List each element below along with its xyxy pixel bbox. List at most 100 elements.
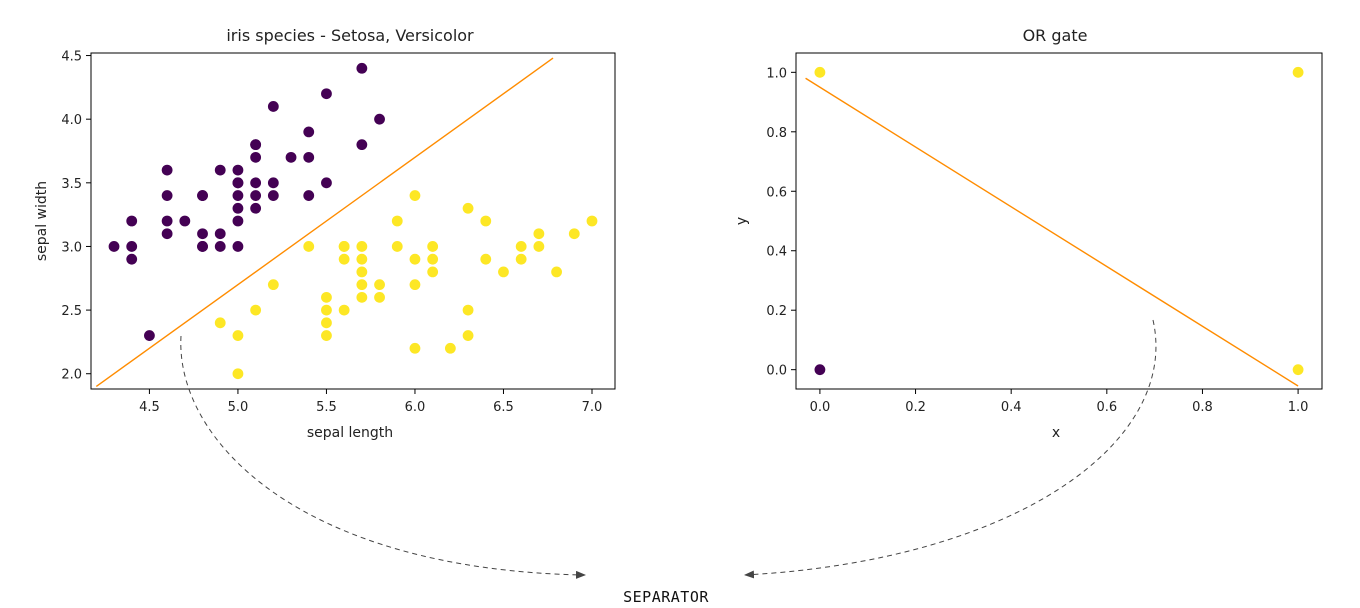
iris-separator-line (95, 57, 554, 388)
iris-point-s1-41 (356, 253, 368, 265)
iris-point-s0-18 (250, 151, 262, 163)
or-gate-y-tick-label-0: 0.0 (766, 364, 787, 379)
or-gate-x-tick-label-1: 0.2 (905, 400, 926, 415)
iris-point-s0-26 (267, 101, 279, 112)
iris-point-s0-41 (161, 215, 173, 227)
iris-point-s1-13 (427, 253, 439, 265)
iris-x-tick-label-5: 7.0 (582, 400, 603, 415)
iris-point-s1-37 (427, 241, 439, 252)
iris-y-tick-label-0: 2.0 (61, 368, 82, 383)
iris-point-s1-8 (515, 253, 527, 265)
iris-plot-frame (90, 52, 616, 390)
iris-point-s0-6 (161, 190, 173, 201)
or-gate-point-s1-1 (1292, 364, 1304, 376)
or-gate-chart-title: OR gate (1023, 26, 1088, 45)
iris-point-s1-6 (462, 202, 474, 214)
iris-y-tick-label-2: 3.0 (61, 240, 82, 255)
iris-point-s0-5 (303, 126, 315, 138)
or-gate-x-tick-label-0: 0.0 (810, 400, 831, 415)
iris-y-tick-label-5: 4.5 (61, 50, 82, 65)
iris-point-s0-14 (374, 113, 385, 125)
iris-x-tick-label-0: 4.5 (139, 400, 160, 415)
or-gate-x-tick-label-3: 0.6 (1096, 400, 1117, 415)
iris-point-s1-34 (462, 330, 474, 341)
iris-chart: iris species - Setosa, Versicolor sepal … (34, 26, 616, 441)
or-gate-x-axis-label: x (1052, 425, 1060, 441)
or-gate-point-s0-0 (814, 364, 826, 376)
iris-point-s1-31 (409, 279, 421, 291)
iris-point-s0-36 (250, 139, 262, 151)
or-gate-point-s1-2 (1292, 66, 1304, 78)
or-gate-x-tick-label-4: 0.8 (1192, 400, 1213, 415)
iris-point-s0-28 (232, 215, 244, 227)
iris-point-s1-2 (568, 228, 580, 240)
iris-point-s1-22 (462, 304, 474, 316)
iris-point-s1-30 (321, 304, 332, 316)
iris-point-s1-39 (232, 330, 244, 341)
iris-point-s1-5 (356, 266, 368, 278)
iris-point-s1-36 (321, 291, 332, 303)
iris-point-s0-2 (179, 215, 191, 227)
iris-x-tick-label-4: 6.5 (493, 400, 514, 415)
iris-point-s0-33 (144, 330, 155, 341)
iris-y-axis-label: sepal width (34, 181, 50, 261)
iris-y-tick-label-4: 4.0 (61, 113, 82, 128)
or-gate-chart: OR gate x y 0.0 0.2 0.4 0.6 0.8 1.0 0.0 0.2 0.4 0… (734, 26, 1323, 441)
iris-chart-title: iris species - Setosa, Versicolor (226, 26, 474, 45)
iris-point-s1-27 (409, 253, 421, 265)
iris-point-s1-32 (303, 241, 315, 252)
iris-x-tick-label-1: 5.0 (228, 400, 249, 415)
iris-point-s0-30 (126, 241, 138, 252)
iris-point-s1-1 (480, 215, 492, 227)
or-gate-separator-line (805, 77, 1299, 387)
iris-point-s0-21 (232, 241, 244, 252)
iris-point-s0-35 (232, 177, 244, 189)
iris-point-s0-37 (197, 241, 208, 252)
iris-point-s0-31 (250, 190, 262, 201)
iris-point-s0-42 (214, 164, 226, 176)
iris-x-tick-label-2: 5.5 (316, 400, 337, 415)
iris-point-s0-40 (232, 202, 244, 214)
iris-x-axis-label: sepal length (307, 425, 393, 441)
iris-y-tick-label-1: 2.5 (61, 304, 82, 319)
iris-point-s0-39 (285, 151, 297, 163)
separator-arrow-right (744, 319, 1157, 579)
iris-point-s0-7 (232, 190, 244, 201)
iris-point-s1-24 (515, 241, 527, 252)
iris-point-s1-0 (586, 215, 598, 227)
iris-point-s1-23 (480, 253, 492, 265)
iris-point-s1-15 (533, 228, 545, 240)
iris-point-s0-0 (250, 177, 262, 189)
iris-point-s0-17 (356, 139, 368, 151)
iris-point-s1-21 (427, 266, 439, 278)
iris-point-s1-10 (232, 368, 244, 380)
iris-x-tick-label-3: 6.0 (405, 400, 426, 415)
iris-point-s0-38 (250, 202, 262, 214)
or-gate-x-tick-label-5: 1.0 (1288, 400, 1309, 415)
iris-point-s1-7 (214, 317, 226, 329)
iris-point-s0-8 (126, 253, 138, 265)
iris-point-s1-42 (250, 304, 262, 316)
iris-y-tick-label-3: 3.5 (61, 177, 82, 192)
iris-point-s1-35 (338, 241, 350, 252)
or-gate-y-tick-label-4: 0.8 (766, 126, 787, 141)
or-gate-y-tick-label-5: 1.0 (766, 66, 787, 81)
iris-point-s1-43 (356, 279, 368, 291)
or-gate-x-tick-label-2: 0.4 (1001, 400, 1022, 415)
iris-point-s0-10 (303, 151, 315, 163)
separator-arrow-left (180, 335, 586, 579)
iris-point-s0-20 (197, 190, 208, 201)
or-gate-point-s1-0 (814, 66, 826, 78)
iris-point-s1-26 (533, 241, 545, 252)
iris-point-s1-29 (321, 317, 332, 329)
iris-point-s1-14 (338, 253, 350, 265)
or-gate-y-tick-label-3: 0.6 (766, 185, 787, 200)
or-gate-plot-frame (795, 52, 1323, 390)
iris-point-s0-29 (321, 177, 332, 189)
iris-point-s0-3 (161, 228, 173, 240)
iris-point-s1-19 (338, 304, 350, 316)
or-gate-y-axis-label: y (734, 217, 750, 225)
iris-point-s0-4 (232, 164, 244, 176)
iris-point-s0-15 (356, 62, 368, 74)
iris-point-s1-3 (321, 330, 332, 341)
